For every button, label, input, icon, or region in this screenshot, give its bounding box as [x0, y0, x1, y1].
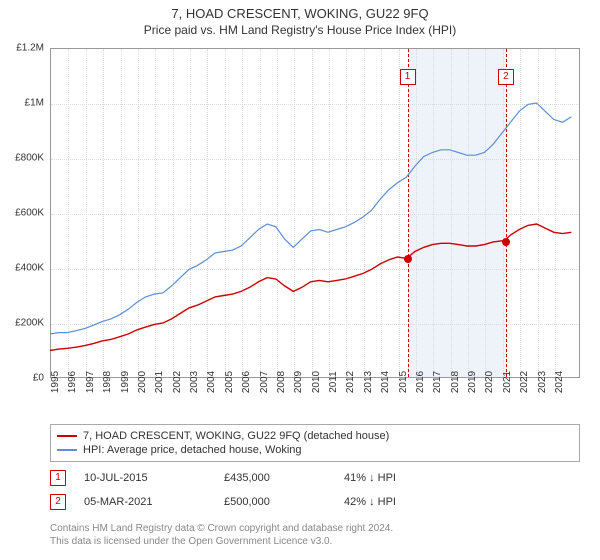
- x-tick-label: 2015: [398, 371, 409, 393]
- y-tick-label: £0: [33, 373, 44, 384]
- x-tick-label: 2012: [345, 371, 356, 393]
- x-tick-label: 1999: [120, 371, 131, 393]
- chart-lines: [50, 48, 580, 378]
- legend-swatch: [57, 449, 77, 451]
- x-tick-label: 2004: [206, 371, 217, 393]
- y-tick-label: £400K: [15, 263, 44, 274]
- x-tick-label: 2005: [224, 371, 235, 393]
- legend-item: HPI: Average price, detached house, Woki…: [57, 443, 573, 457]
- y-tick-label: £1.2M: [16, 43, 44, 54]
- chart-subtitle: Price paid vs. HM Land Registry's House …: [0, 21, 600, 41]
- x-tick-label: 1997: [85, 371, 96, 393]
- x-tick-label: 2018: [450, 371, 461, 393]
- x-tick-label: 2002: [172, 371, 183, 393]
- legend-swatch: [57, 435, 77, 437]
- x-tick-label: 2019: [467, 371, 478, 393]
- chart-area: 12 £0£200K£400K£600K£800K£1M£1.2M1995199…: [50, 48, 580, 378]
- legend-item: 7, HOAD CRESCENT, WOKING, GU22 9FQ (deta…: [57, 429, 573, 443]
- sale-price: £500,000: [224, 496, 344, 508]
- x-tick-label: 2022: [519, 371, 530, 393]
- x-tick-label: 2007: [259, 371, 270, 393]
- x-tick-label: 2008: [276, 371, 287, 393]
- x-tick-label: 2010: [311, 371, 322, 393]
- sale-row-badge: 1: [50, 470, 66, 486]
- footer-attribution: Contains HM Land Registry data © Crown c…: [50, 522, 580, 548]
- x-tick-label: 1998: [102, 371, 113, 393]
- chart-title: 7, HOAD CRESCENT, WOKING, GU22 9FQ: [0, 0, 600, 21]
- x-tick-label: 2017: [432, 371, 443, 393]
- sale-row: 2 05-MAR-2021£500,00042% ↓ HPI: [50, 490, 580, 514]
- series-line-hpi: [50, 103, 571, 334]
- x-tick-label: 2003: [189, 371, 200, 393]
- series-line-price_paid: [50, 224, 571, 351]
- sale-delta: 41% ↓ HPI: [344, 472, 464, 484]
- x-tick-label: 2009: [293, 371, 304, 393]
- x-tick-label: 2021: [502, 371, 513, 393]
- sale-delta: 42% ↓ HPI: [344, 496, 464, 508]
- x-tick-label: 2006: [241, 371, 252, 393]
- y-tick-label: £600K: [15, 208, 44, 219]
- x-tick-label: 2014: [380, 371, 391, 393]
- y-tick-label: £800K: [15, 153, 44, 164]
- legend: 7, HOAD CRESCENT, WOKING, GU22 9FQ (deta…: [50, 424, 580, 462]
- y-tick-label: £200K: [15, 318, 44, 329]
- legend-label: HPI: Average price, detached house, Woki…: [83, 444, 302, 456]
- x-tick-label: 2001: [154, 371, 165, 393]
- x-tick-label: 2023: [537, 371, 548, 393]
- footer-line-1: Contains HM Land Registry data © Crown c…: [50, 522, 580, 535]
- sale-row-badge: 2: [50, 494, 66, 510]
- sale-price: £435,000: [224, 472, 344, 484]
- x-tick-label: 2000: [137, 371, 148, 393]
- x-tick-label: 2016: [415, 371, 426, 393]
- x-tick-label: 2013: [363, 371, 374, 393]
- sale-row: 1 10-JUL-2015£435,00041% ↓ HPI: [50, 466, 580, 490]
- x-tick-label: 2020: [484, 371, 495, 393]
- x-tick-label: 1996: [67, 371, 78, 393]
- footer-line-2: This data is licensed under the Open Gov…: [50, 535, 580, 548]
- sales-table: 1 10-JUL-2015£435,00041% ↓ HPI 2 05-MAR-202…: [50, 466, 580, 514]
- x-tick-label: 1995: [50, 371, 61, 393]
- x-tick-label: 2024: [554, 371, 565, 393]
- sale-date: 05-MAR-2021: [84, 496, 224, 508]
- y-tick-label: £1M: [25, 98, 44, 109]
- sale-date: 10-JUL-2015: [84, 472, 224, 484]
- legend-label: 7, HOAD CRESCENT, WOKING, GU22 9FQ (deta…: [83, 430, 389, 442]
- x-tick-label: 2011: [328, 371, 339, 393]
